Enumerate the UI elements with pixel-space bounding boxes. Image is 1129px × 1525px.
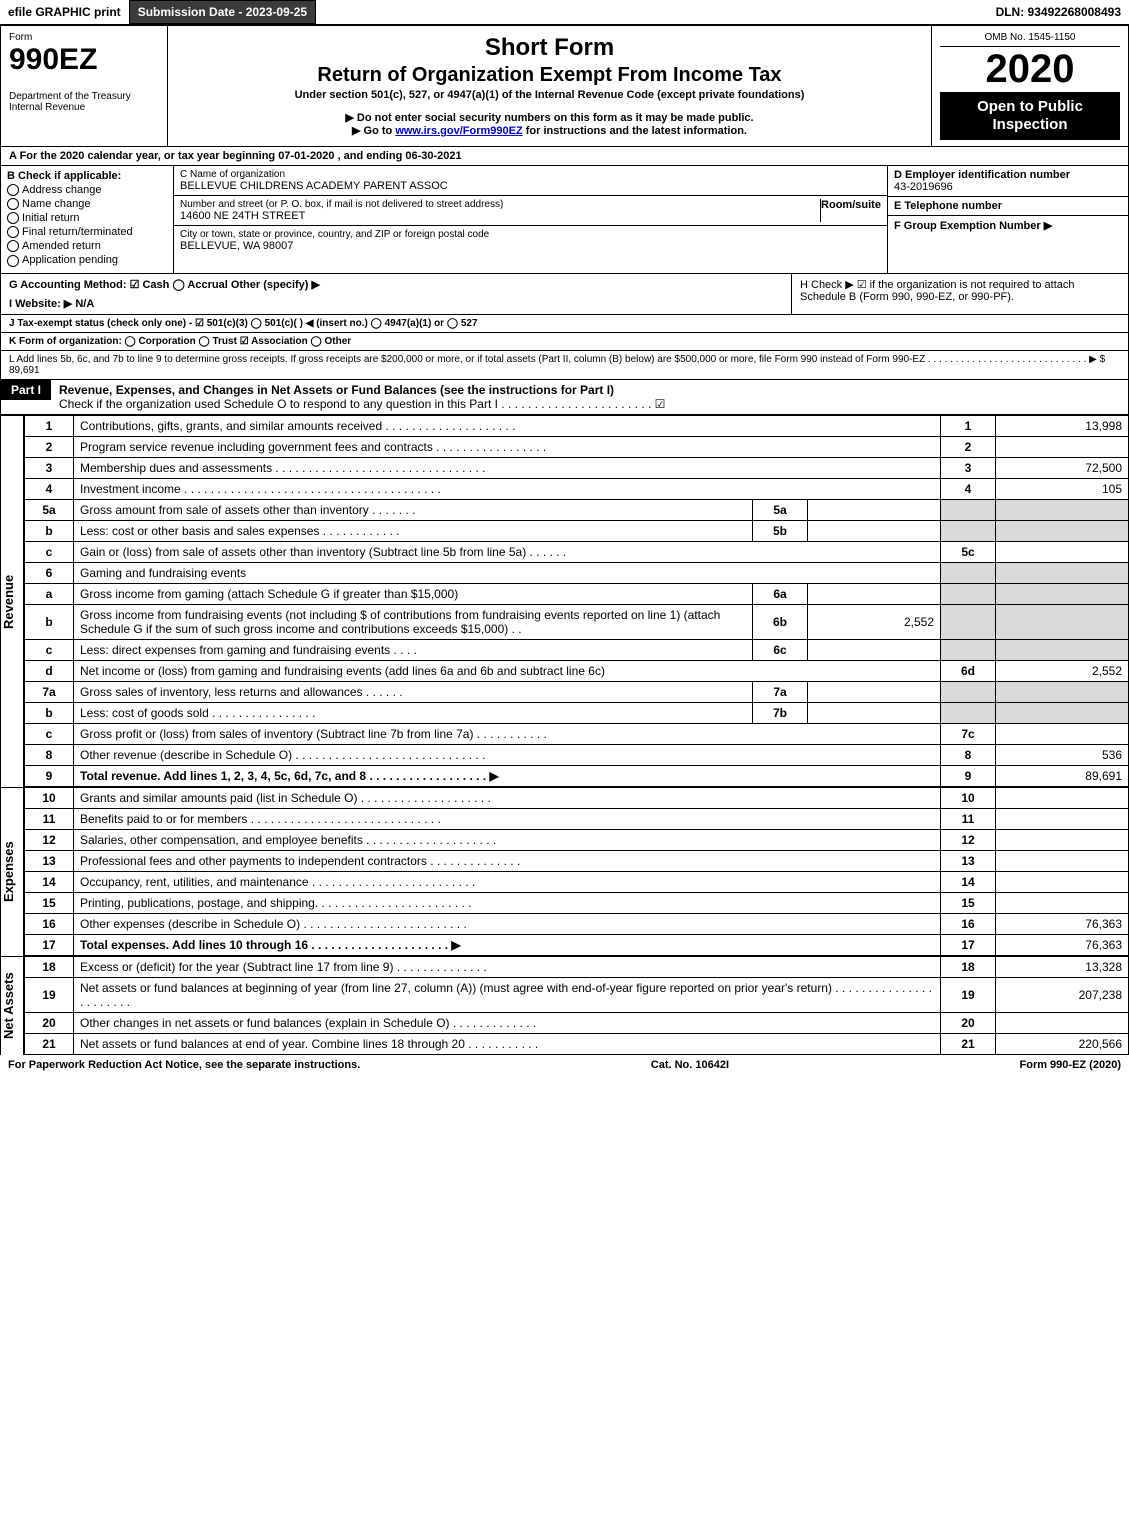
- amt-21: 220,566: [996, 1033, 1129, 1054]
- title-short-form: Short Form: [176, 34, 923, 62]
- amt-6b: 2,552: [808, 604, 941, 639]
- period-row: A For the 2020 calendar year, or tax yea…: [0, 147, 1129, 166]
- subtitle: Return of Organization Exempt From Incom…: [176, 64, 923, 87]
- org-name-label: C Name of organization: [180, 169, 881, 180]
- under-section: Under section 501(c), 527, or 4947(a)(1)…: [176, 89, 923, 101]
- id-column: D Employer identification number 43-2019…: [887, 166, 1128, 273]
- info-grid: B Check if applicable: Address change Na…: [0, 166, 1129, 274]
- form-of-org: K Form of organization: ◯ Corporation ◯ …: [0, 333, 1129, 351]
- part1-title: Revenue, Expenses, and Changes in Net As…: [59, 383, 614, 397]
- amt-16: 76,363: [996, 913, 1129, 934]
- phone-label: E Telephone number: [894, 200, 1122, 212]
- note-ssn: ▶ Do not enter social security numbers o…: [176, 111, 923, 124]
- side-revenue: Revenue: [0, 415, 24, 787]
- amt-9: 89,691: [996, 765, 1129, 786]
- amt-19: 207,238: [996, 977, 1129, 1012]
- efile-button[interactable]: efile GRAPHIC print: [0, 1, 129, 23]
- footer-right: Form 990-EZ (2020): [1020, 1059, 1121, 1071]
- expenses-table: 10Grants and similar amounts paid (list …: [24, 787, 1129, 956]
- part1-check: Check if the organization used Schedule …: [59, 397, 665, 411]
- note-goto: ▶ Go to www.irs.gov/Form990EZ for instru…: [176, 124, 923, 137]
- irs-link[interactable]: www.irs.gov/Form990EZ: [395, 125, 522, 137]
- city-value: BELLEVUE, WA 98007: [180, 240, 881, 252]
- amt-17: 76,363: [996, 934, 1129, 955]
- check-initial-return[interactable]: Initial return: [7, 212, 167, 224]
- ein-value: 43-2019696: [894, 181, 1122, 193]
- org-name: BELLEVUE CHILDRENS ACADEMY PARENT ASSOC: [180, 180, 881, 192]
- form-number: 990EZ: [9, 43, 159, 77]
- schedule-b-check: H Check ▶ ☑ if the organization is not r…: [792, 274, 1128, 314]
- check-amended[interactable]: Amended return: [7, 240, 167, 252]
- part1-header-row: Part I Revenue, Expenses, and Changes in…: [0, 380, 1129, 415]
- side-expenses: Expenses: [0, 787, 24, 956]
- street-label: Number and street (or P. O. box, if mail…: [180, 199, 820, 210]
- amt-8: 536: [996, 744, 1129, 765]
- side-netassets: Net Assets: [0, 956, 24, 1055]
- amt-2: [996, 436, 1129, 457]
- website: I Website: ▶ N/A: [9, 297, 783, 310]
- amt-1: 13,998: [996, 415, 1129, 436]
- room-label: Room/suite: [820, 199, 881, 222]
- footer-left: For Paperwork Reduction Act Notice, see …: [8, 1059, 360, 1071]
- check-address-change[interactable]: Address change: [7, 184, 167, 196]
- checkB-label: B Check if applicable:: [7, 170, 167, 182]
- form-header: Form 990EZ Department of the Treasury In…: [0, 25, 1129, 147]
- check-final-return[interactable]: Final return/terminated: [7, 226, 167, 238]
- org-column: C Name of organization BELLEVUE CHILDREN…: [174, 166, 887, 273]
- group-label: F Group Exemption Number ▶: [894, 219, 1122, 232]
- amt-3: 72,500: [996, 457, 1129, 478]
- tax-year: 2020: [940, 47, 1120, 92]
- check-name-change[interactable]: Name change: [7, 198, 167, 210]
- footer-mid: Cat. No. 10642I: [651, 1059, 729, 1071]
- ein-label: D Employer identification number: [894, 169, 1122, 181]
- netassets-table: 18Excess or (deficit) for the year (Subt…: [24, 956, 1129, 1055]
- tax-exempt-status: J Tax-exempt status (check only one) - ☑…: [0, 315, 1129, 333]
- open-inspection: Open to Public Inspection: [940, 92, 1120, 140]
- footer: For Paperwork Reduction Act Notice, see …: [0, 1055, 1129, 1075]
- header-bar: efile GRAPHIC print Submission Date - 20…: [0, 0, 1129, 25]
- amt-4: 105: [996, 478, 1129, 499]
- city-label: City or town, state or province, country…: [180, 229, 881, 240]
- check-column: B Check if applicable: Address change Na…: [1, 166, 174, 273]
- dln-label: DLN: 93492268008493: [988, 1, 1129, 23]
- amt-18: 13,328: [996, 956, 1129, 977]
- revenue-table: 1Contributions, gifts, grants, and simil…: [24, 415, 1129, 787]
- gross-receipts-note: L Add lines 5b, 6c, and 7b to line 9 to …: [0, 351, 1129, 380]
- amt-6d: 2,552: [996, 660, 1129, 681]
- part1-label: Part I: [1, 380, 51, 400]
- check-pending[interactable]: Application pending: [7, 254, 167, 266]
- omb-number: OMB No. 1545-1150: [940, 32, 1120, 47]
- street-value: 14600 NE 24TH STREET: [180, 210, 820, 222]
- submission-date-button[interactable]: Submission Date - 2023-09-25: [129, 0, 316, 24]
- form-label: Form: [9, 32, 159, 43]
- accounting-method: G Accounting Method: ☑ Cash ◯ Accrual Ot…: [9, 278, 783, 291]
- dept-label: Department of the Treasury Internal Reve…: [9, 91, 159, 113]
